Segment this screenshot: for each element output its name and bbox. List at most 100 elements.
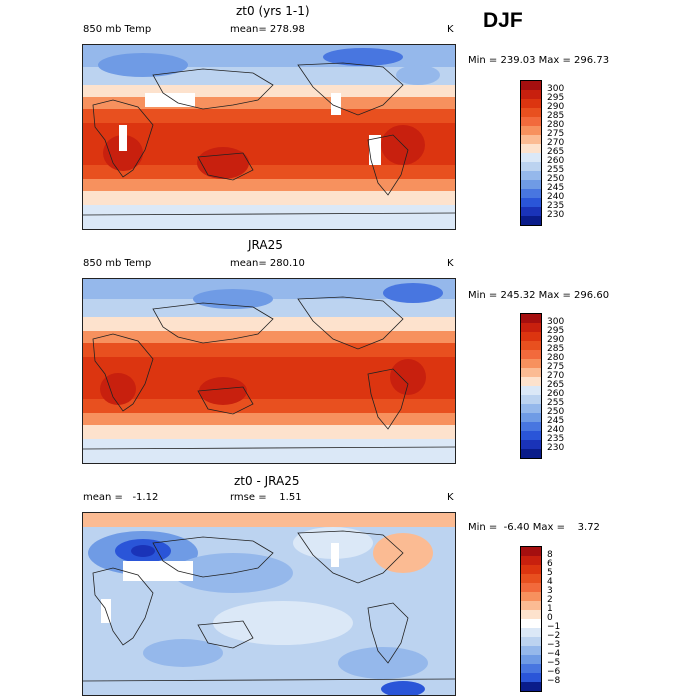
rmse-label-diff: rmse = 1.51 bbox=[230, 492, 302, 503]
mean-label-obs: mean= 280.10 bbox=[230, 258, 305, 269]
colorbar-tick: −3 bbox=[547, 640, 561, 650]
colorbar-swatch bbox=[521, 216, 541, 225]
colorbar-swatch bbox=[521, 601, 541, 610]
colorbar-tick: 2 bbox=[547, 595, 553, 605]
colorbar-tick: 285 bbox=[547, 344, 565, 354]
panel-title-model: zt0 (yrs 1-1) bbox=[236, 4, 310, 18]
colorbar-swatch bbox=[521, 655, 541, 664]
colorbar-diff bbox=[520, 546, 542, 692]
colorbar-swatch bbox=[521, 207, 541, 216]
colorbar-ticks-obs: 300 295 290 285 280 275 270 265 260 255 … bbox=[547, 318, 564, 453]
colorbar-swatch bbox=[521, 144, 541, 153]
colorbar-tick: 5 bbox=[547, 568, 553, 578]
colorbar-tick: 255 bbox=[547, 165, 565, 175]
colorbar-tick: 270 bbox=[547, 138, 565, 148]
mean-label-diff: mean = -1.12 bbox=[83, 492, 159, 503]
units-label-obs: K bbox=[447, 258, 454, 269]
colorbar-tick: 3 bbox=[547, 586, 553, 596]
colorbar-tick: 255 bbox=[547, 398, 565, 408]
colorbar-swatch bbox=[521, 610, 541, 619]
colorbar-tick: −1 bbox=[547, 622, 561, 632]
colorbar-swatch bbox=[521, 171, 541, 180]
colorbar-swatch bbox=[521, 368, 541, 377]
colorbar-model bbox=[520, 80, 542, 226]
colorbar-tick: 245 bbox=[547, 416, 565, 426]
colorbar-swatch bbox=[521, 341, 541, 350]
colorbar-swatch bbox=[521, 99, 541, 108]
colorbar-swatch bbox=[521, 440, 541, 449]
colorbar-swatch bbox=[521, 314, 541, 323]
colorbar-tick: 0 bbox=[547, 613, 553, 623]
colorbar-tick: 240 bbox=[547, 192, 565, 202]
season-title: DJF bbox=[483, 9, 523, 32]
colorbar-tick: 235 bbox=[547, 201, 565, 211]
colorbar-swatch bbox=[521, 153, 541, 162]
colorbar-swatch bbox=[521, 592, 541, 601]
colorbar-tick: 275 bbox=[547, 129, 565, 139]
colorbar-swatch bbox=[521, 386, 541, 395]
colorbar-swatch bbox=[521, 682, 541, 691]
units-label-diff: K bbox=[447, 492, 454, 503]
colorbar-tick: −4 bbox=[547, 649, 561, 659]
colorbar-swatch bbox=[521, 332, 541, 341]
colorbar-tick: 240 bbox=[547, 425, 565, 435]
colorbar-swatch bbox=[521, 198, 541, 207]
colorbar-tick: 260 bbox=[547, 156, 565, 166]
colorbar-tick: 6 bbox=[547, 559, 553, 569]
minmax-label-diff: Min = -6.40 Max = 3.72 bbox=[468, 522, 600, 533]
colorbar-swatch bbox=[521, 108, 541, 117]
colorbar-tick: 275 bbox=[547, 362, 565, 372]
colorbar-swatch bbox=[521, 422, 541, 431]
colorbar-tick: 285 bbox=[547, 111, 565, 121]
colorbar-tick: 1 bbox=[547, 604, 553, 614]
colorbar-swatch bbox=[521, 574, 541, 583]
mean-label-model: mean= 278.98 bbox=[230, 24, 305, 35]
colorbar-swatch bbox=[521, 547, 541, 556]
colorbar-tick: 300 bbox=[547, 84, 565, 94]
panel-title-diff: zt0 - JRA25 bbox=[234, 474, 300, 488]
colorbar-swatch bbox=[521, 565, 541, 574]
map-diff bbox=[82, 512, 456, 696]
colorbar-swatch bbox=[521, 628, 541, 637]
colorbar-swatch bbox=[521, 395, 541, 404]
colorbar-tick: 270 bbox=[547, 371, 565, 381]
colorbar-tick: 265 bbox=[547, 147, 565, 157]
colorbar-swatch bbox=[521, 413, 541, 422]
colorbar-ticks-diff: 8 6 5 4 3 2 1 0 −1 −2 −3 −4 −5 −6 −8 bbox=[547, 551, 560, 686]
colorbar-tick: 295 bbox=[547, 93, 565, 103]
variable-label-obs: 850 mb Temp bbox=[83, 258, 152, 269]
colorbar-swatch bbox=[521, 162, 541, 171]
colorbar-tick: 265 bbox=[547, 380, 565, 390]
colorbar-swatch bbox=[521, 583, 541, 592]
colorbar-tick: 4 bbox=[547, 577, 553, 587]
colorbar-tick: 295 bbox=[547, 326, 565, 336]
minmax-label-model: Min = 239.03 Max = 296.73 bbox=[468, 55, 610, 66]
colorbar-swatch bbox=[521, 556, 541, 565]
colorbar-tick: −5 bbox=[547, 658, 561, 668]
colorbar-tick: 235 bbox=[547, 434, 565, 444]
colorbar-swatch bbox=[521, 180, 541, 189]
colorbar-obs bbox=[520, 313, 542, 459]
colorbar-swatch bbox=[521, 449, 541, 458]
colorbar-swatch bbox=[521, 637, 541, 646]
colorbar-tick: 290 bbox=[547, 335, 565, 345]
colorbar-swatch bbox=[521, 664, 541, 673]
colorbar-tick: 280 bbox=[547, 353, 565, 363]
colorbar-tick: −8 bbox=[547, 676, 561, 686]
colorbar-swatch bbox=[521, 350, 541, 359]
colorbar-swatch bbox=[521, 619, 541, 628]
colorbar-swatch bbox=[521, 673, 541, 682]
colorbar-tick: −6 bbox=[547, 667, 561, 677]
units-label-model: K bbox=[447, 24, 454, 35]
colorbar-tick: 250 bbox=[547, 174, 565, 184]
colorbar-swatch bbox=[521, 126, 541, 135]
colorbar-tick: 260 bbox=[547, 389, 565, 399]
colorbar-swatch bbox=[521, 135, 541, 144]
colorbar-tick: 250 bbox=[547, 407, 565, 417]
colorbar-tick: 245 bbox=[547, 183, 565, 193]
colorbar-swatch bbox=[521, 189, 541, 198]
colorbar-swatch bbox=[521, 404, 541, 413]
colorbar-swatch bbox=[521, 81, 541, 90]
colorbar-swatch bbox=[521, 377, 541, 386]
colorbar-ticks-model: 300 295 290 285 280 275 270 265 260 255 … bbox=[547, 85, 564, 220]
